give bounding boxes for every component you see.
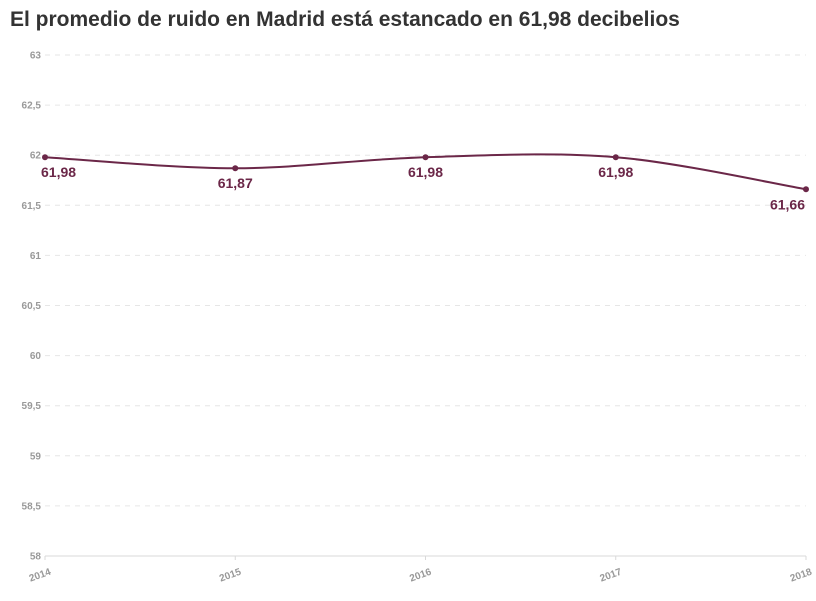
y-tick-label: 60,5 xyxy=(22,301,42,312)
y-tick-label: 58 xyxy=(30,552,42,563)
y-tick-label: 58,5 xyxy=(22,501,42,512)
y-tick-label: 60 xyxy=(30,351,42,362)
x-tick-label: 2018 xyxy=(789,567,814,585)
chart-title: El promedio de ruido en Madrid está esta… xyxy=(10,8,680,31)
y-tick-label: 63 xyxy=(30,51,42,62)
y-tick-label: 61,5 xyxy=(22,201,42,212)
x-axis: 2014 2015 2016 2017 2018 xyxy=(28,555,814,585)
y-axis-ticks: 58 58,5 59 59,5 60 60,5 61 61,5 62 62,5 63 xyxy=(22,51,42,563)
x-tick-label: 2016 xyxy=(408,567,433,585)
x-tick-label: 2014 xyxy=(28,567,53,585)
data-point xyxy=(422,154,429,161)
data-point xyxy=(803,186,809,193)
data-points xyxy=(42,154,809,193)
data-point xyxy=(42,154,48,161)
data-label: 61,66 xyxy=(770,196,805,212)
data-point xyxy=(612,154,619,161)
data-label: 61,87 xyxy=(218,175,253,191)
data-labels: 61,98 61,87 61,98 61,98 61,66 xyxy=(41,164,805,212)
y-tick-label: 61 xyxy=(30,251,42,262)
data-label: 61,98 xyxy=(598,164,633,180)
y-tick-label: 59 xyxy=(30,451,42,462)
data-label: 61,98 xyxy=(408,164,443,180)
data-point xyxy=(232,165,239,172)
y-tick-label: 62,5 xyxy=(22,101,42,112)
data-label: 61,98 xyxy=(41,164,76,180)
y-tick-label: 62 xyxy=(30,151,42,162)
y-tick-label: 59,5 xyxy=(22,401,42,412)
grid-lines xyxy=(45,54,806,507)
x-tick-label: 2017 xyxy=(599,567,624,585)
x-tick-label: 2015 xyxy=(218,567,243,585)
